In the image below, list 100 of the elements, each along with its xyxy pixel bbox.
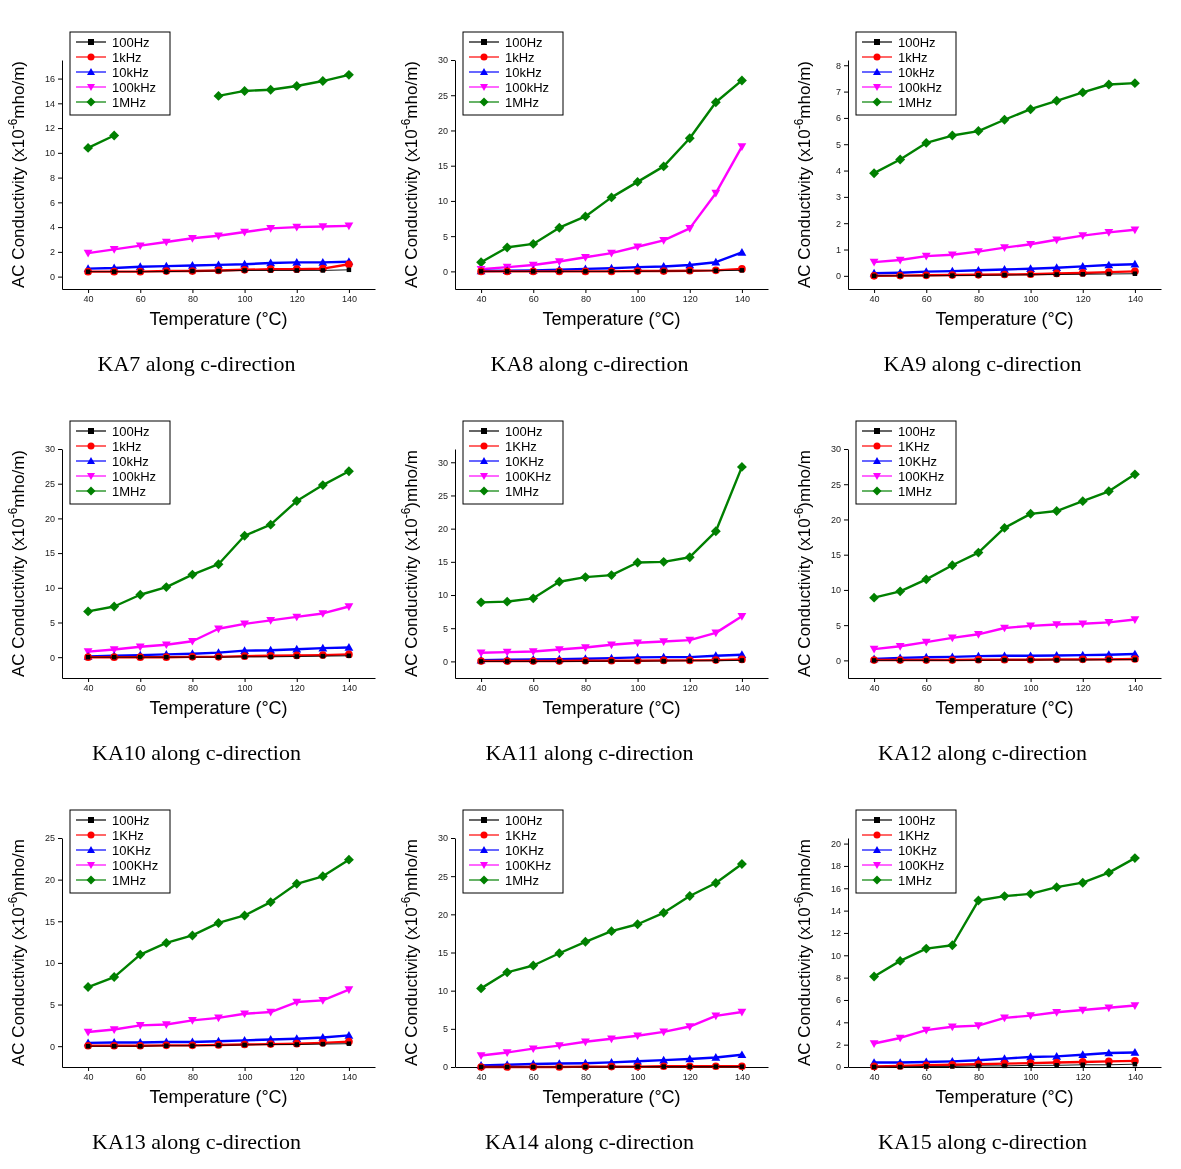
y-tick-label: 10 [830, 950, 841, 961]
x-tick-label: 40 [476, 683, 487, 694]
y-tick-label: 5 [442, 231, 448, 242]
x-axis-title: Temperature (°C) [542, 1087, 681, 1107]
x-tick-label: 140 [1127, 683, 1143, 694]
y-tick-label: 15 [44, 548, 55, 559]
legend-label: 1MHz [112, 94, 146, 110]
y-tick-label: 30 [830, 444, 841, 455]
legend-label: 1KHz [898, 438, 930, 454]
legend-label: 100kHz [112, 468, 157, 484]
x-tick-label: 80 [580, 1072, 591, 1083]
y-tick-label: 6 [835, 113, 841, 124]
y-tick-label: 14 [44, 98, 55, 109]
x-tick-label: 120 [1075, 1072, 1091, 1083]
y-tick-label: 4 [49, 222, 55, 233]
x-axis-title: Temperature (°C) [935, 1087, 1074, 1107]
y-tick-label: 25 [830, 479, 841, 490]
x-axis-title: Temperature (°C) [935, 309, 1074, 329]
legend-label: 100Hz [112, 423, 150, 439]
x-tick-label: 60 [135, 683, 146, 694]
x-tick-label: 140 [341, 1072, 357, 1083]
x-tick-label: 60 [528, 1072, 539, 1083]
y-tick-label: 1 [835, 244, 841, 255]
y-tick-label: 0 [835, 271, 841, 282]
legend-label: 1MHz [898, 94, 932, 110]
x-tick-label: 120 [289, 683, 305, 694]
y-tick-label: 10 [44, 148, 55, 159]
legend-label: 100Hz [898, 423, 936, 439]
y-tick-label: 30 [437, 55, 448, 66]
legend-label: 10KHz [112, 842, 152, 858]
x-tick-label: 80 [580, 294, 591, 305]
legend-label: 1kHz [898, 49, 928, 65]
y-tick-label: 12 [830, 928, 841, 939]
y-tick-label: 15 [44, 916, 55, 927]
legend-label: 100KHz [112, 857, 159, 873]
y-tick-label: 15 [437, 557, 448, 568]
y-tick-label: 5 [835, 139, 841, 150]
legend-label: 10KHz [898, 842, 938, 858]
text: KA13 along c-direction [92, 1129, 301, 1154]
text: KA14 along c-direction [485, 1129, 694, 1154]
x-axis-title: Temperature (°C) [542, 309, 681, 329]
y-tick-label: 5 [442, 623, 448, 634]
legend-label: 100KHz [505, 468, 552, 484]
x-tick-label: 40 [869, 683, 880, 694]
text: KA11 along c-direction [485, 740, 694, 765]
y-tick-label: 16 [830, 883, 841, 894]
y-tick-label: 2 [49, 247, 55, 258]
y-tick-label: 15 [830, 550, 841, 561]
y-tick-label: 25 [44, 479, 55, 490]
legend-label: 100kHz [505, 79, 550, 95]
y-tick-label: 25 [437, 90, 448, 101]
legend-label: 1kHz [505, 49, 535, 65]
legend-label: 1MHz [898, 872, 932, 888]
y-tick-label: 5 [442, 1024, 448, 1035]
y-tick-label: 0 [442, 1062, 448, 1073]
y-tick-label: 16 [44, 73, 55, 84]
legend-label: 1KHz [505, 827, 537, 843]
x-axis-title: Temperature (°C) [935, 698, 1074, 718]
legend-label: 1MHz [112, 483, 146, 499]
y-tick-label: 30 [44, 444, 55, 455]
x-tick-label: 120 [289, 1072, 305, 1083]
y-tick-label: 5 [835, 620, 841, 631]
legend-label: 10kHz [112, 453, 149, 469]
y-tick-label: 6 [835, 995, 841, 1006]
x-tick-label: 140 [734, 294, 750, 305]
legend-label: 1KHz [505, 438, 537, 454]
x-tick-label: 80 [187, 1072, 198, 1083]
text: KA9 along c-direction [883, 351, 1082, 376]
y-tick-label: 25 [44, 833, 55, 844]
x-tick-label: 60 [921, 1072, 932, 1083]
x-tick-label: 100 [237, 294, 253, 305]
y-tick-label: 20 [44, 513, 55, 524]
x-tick-label: 40 [83, 683, 94, 694]
x-axis-title: Temperature (°C) [149, 698, 288, 718]
x-tick-label: 140 [341, 294, 357, 305]
legend-label: 10KHz [898, 453, 938, 469]
x-tick-label: 40 [476, 294, 487, 305]
y-tick-label: 6 [49, 197, 55, 208]
legend-label: 1kHz [112, 438, 142, 454]
text: KA12 along c-direction [878, 740, 1087, 765]
y-tick-label: 0 [835, 655, 841, 666]
y-tick-label: 7 [835, 86, 841, 97]
y-tick-label: 15 [437, 947, 448, 958]
x-tick-label: 80 [580, 683, 591, 694]
x-tick-label: 140 [734, 1072, 750, 1083]
x-tick-label: 60 [135, 294, 146, 305]
y-tick-label: 8 [49, 172, 55, 183]
x-tick-label: 120 [1075, 683, 1091, 694]
y-tick-label: 10 [437, 590, 448, 601]
y-tick-label: 5 [49, 999, 55, 1010]
y-tick-label: 20 [437, 125, 448, 136]
x-tick-label: 60 [528, 294, 539, 305]
legend-label: 100kHz [112, 79, 157, 95]
legend-label: 100Hz [898, 812, 936, 828]
x-tick-label: 120 [289, 294, 305, 305]
y-tick-label: 30 [437, 833, 448, 844]
x-tick-label: 140 [734, 683, 750, 694]
y-tick-label: 20 [830, 838, 841, 849]
x-tick-label: 100 [630, 1072, 646, 1083]
legend-label: 1MHz [505, 872, 539, 888]
